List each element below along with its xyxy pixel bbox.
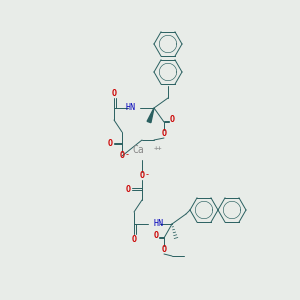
Text: O: O bbox=[140, 172, 145, 181]
Text: ++: ++ bbox=[154, 145, 163, 151]
Text: HN: HN bbox=[154, 218, 164, 227]
Text: O: O bbox=[107, 139, 112, 148]
Text: O: O bbox=[131, 235, 136, 244]
Text: O: O bbox=[161, 130, 166, 139]
Text: O: O bbox=[154, 232, 158, 241]
Text: HN: HN bbox=[125, 103, 135, 112]
Text: O: O bbox=[119, 152, 124, 160]
Polygon shape bbox=[147, 108, 154, 123]
Text: O: O bbox=[125, 184, 130, 194]
Text: -: - bbox=[124, 151, 130, 160]
Text: O: O bbox=[112, 88, 116, 98]
Text: O: O bbox=[161, 245, 166, 254]
Text: Ca: Ca bbox=[132, 145, 144, 155]
Text: -: - bbox=[145, 170, 149, 179]
Text: O: O bbox=[169, 116, 175, 124]
